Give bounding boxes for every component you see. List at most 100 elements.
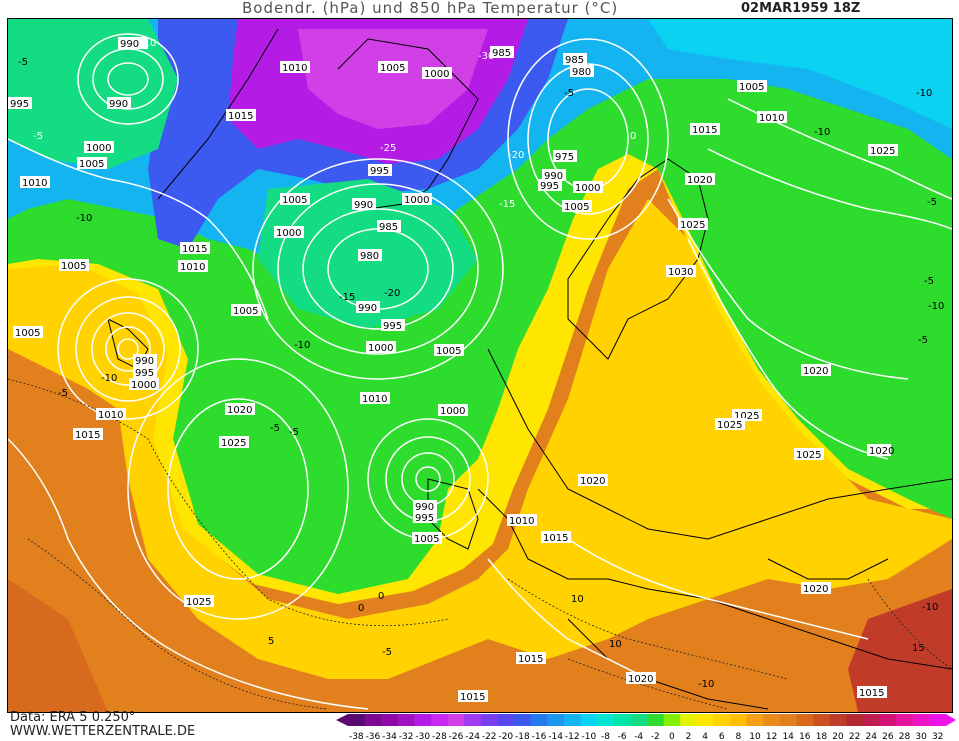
- scale-swatch: [796, 714, 814, 726]
- svg-text:1000: 1000: [86, 143, 111, 154]
- pressure-label: 1025: [715, 418, 745, 431]
- svg-text:980: 980: [360, 251, 379, 262]
- pressure-label: 1025: [184, 595, 214, 608]
- svg-text:1015: 1015: [460, 692, 485, 703]
- pressure-label: 1025: [678, 218, 708, 231]
- scale-swatch: [348, 714, 366, 726]
- svg-text:1005: 1005: [233, 306, 258, 317]
- scale-swatch: [813, 714, 831, 726]
- svg-text:995: 995: [415, 513, 434, 524]
- svg-text:1015: 1015: [182, 244, 207, 255]
- temp-label: -5: [382, 647, 392, 658]
- fill-green-nw: [8, 19, 178, 169]
- scale-swatch: [879, 714, 897, 726]
- pressure-label: 990: [133, 354, 157, 367]
- scale-tick-label: -36: [366, 732, 381, 741]
- scale-tick-label: -2: [651, 732, 660, 741]
- svg-text:975: 975: [555, 152, 574, 163]
- pressure-label: 1015: [541, 531, 571, 544]
- pressure-label: 1010: [507, 514, 537, 527]
- scale-swatch: [597, 714, 615, 726]
- scale-tick-label: -16: [532, 732, 547, 741]
- temp-label: -5: [289, 427, 299, 438]
- svg-text:1005: 1005: [79, 159, 104, 170]
- scale-tick-label: 22: [849, 732, 860, 741]
- svg-text:985: 985: [492, 48, 511, 59]
- pressure-label: 1020: [685, 173, 715, 186]
- temp-label: -25: [380, 143, 396, 154]
- website: WWW.WETTERZENTRALE.DE: [10, 724, 196, 739]
- scale-swatch: [763, 714, 781, 726]
- pressure-label: 1015: [857, 686, 887, 699]
- temp-label: 10: [609, 639, 622, 650]
- pressure-label: 1010: [178, 260, 208, 273]
- pressure-label: 1025: [219, 436, 249, 449]
- svg-text:1000: 1000: [424, 69, 449, 80]
- scale-swatch: [929, 714, 947, 726]
- temp-label: 5: [268, 636, 274, 647]
- scale-tick-label: 12: [766, 732, 777, 741]
- scale-tick-label: 14: [782, 732, 794, 741]
- svg-text:990: 990: [109, 99, 128, 110]
- pressure-label: 1010: [20, 176, 50, 189]
- svg-text:980: 980: [572, 67, 591, 78]
- pressure-label: 1015: [458, 690, 488, 703]
- fill-magenta: [298, 29, 488, 129]
- scale-swatch: [713, 714, 731, 726]
- scale-tick-label: 20: [832, 732, 844, 741]
- scale-arrow-left: [336, 714, 348, 726]
- pressure-label: 1020: [225, 403, 255, 416]
- svg-text:1020: 1020: [803, 584, 828, 595]
- pressure-label: 1030: [666, 265, 696, 278]
- svg-text:1000: 1000: [276, 228, 301, 239]
- scale-tick-label: 2: [686, 732, 692, 741]
- pressure-label: 1020: [801, 364, 831, 377]
- scale-swatch: [480, 714, 498, 726]
- scale-tick-label: -10: [582, 732, 597, 741]
- temp-label: -10: [928, 301, 944, 312]
- pressure-label: 980: [358, 249, 382, 262]
- svg-text:1015: 1015: [543, 533, 568, 544]
- scale-swatch: [580, 714, 598, 726]
- temp-label: 0: [630, 131, 636, 142]
- svg-text:990: 990: [358, 303, 377, 314]
- temp-label: -5: [33, 131, 43, 142]
- svg-text:985: 985: [565, 55, 584, 66]
- svg-text:1025: 1025: [734, 411, 759, 422]
- scale-tick-label: -24: [465, 732, 480, 741]
- svg-text:990: 990: [120, 39, 139, 50]
- temp-label: 15: [912, 643, 925, 654]
- scale-tick-label: 8: [735, 732, 741, 741]
- fill-cyan-east: [648, 19, 952, 129]
- scale-tick-label: -32: [399, 732, 414, 741]
- scale-tick-label: -22: [482, 732, 497, 741]
- weather-map[interactable]: 990 1010 1005 1000 985 985 980 1005 1010…: [7, 18, 953, 713]
- pressure-label: 995: [8, 97, 32, 110]
- pressure-label: 980: [570, 65, 594, 78]
- temp-label: -10: [140, 38, 156, 49]
- scale-tick-label: 24: [866, 732, 878, 741]
- svg-text:1005: 1005: [282, 195, 307, 206]
- svg-text:1005: 1005: [436, 346, 461, 357]
- scale-swatch: [912, 714, 930, 726]
- svg-text:995: 995: [370, 166, 389, 177]
- pressure-label: 990: [352, 198, 376, 211]
- svg-text:1015: 1015: [75, 430, 100, 441]
- svg-text:1015: 1015: [228, 111, 253, 122]
- temp-label: -20: [384, 288, 400, 299]
- svg-text:1010: 1010: [759, 113, 784, 124]
- svg-text:1020: 1020: [803, 366, 828, 377]
- pressure-label: 1000: [573, 181, 603, 194]
- pressure-label: 995: [368, 164, 392, 177]
- temp-label: 10: [571, 594, 584, 605]
- pressure-label: 990: [413, 500, 437, 513]
- scale-swatch: [779, 714, 797, 726]
- scale-swatch: [563, 714, 582, 726]
- svg-text:1025: 1025: [221, 438, 246, 449]
- scale-tick-label: 16: [799, 732, 811, 741]
- temp-label: 0: [378, 591, 384, 602]
- pressure-label: 1000: [366, 341, 396, 354]
- pressure-label: 1015: [690, 123, 720, 136]
- temp-label: -15: [499, 199, 515, 210]
- pressure-label: 1005: [412, 532, 442, 545]
